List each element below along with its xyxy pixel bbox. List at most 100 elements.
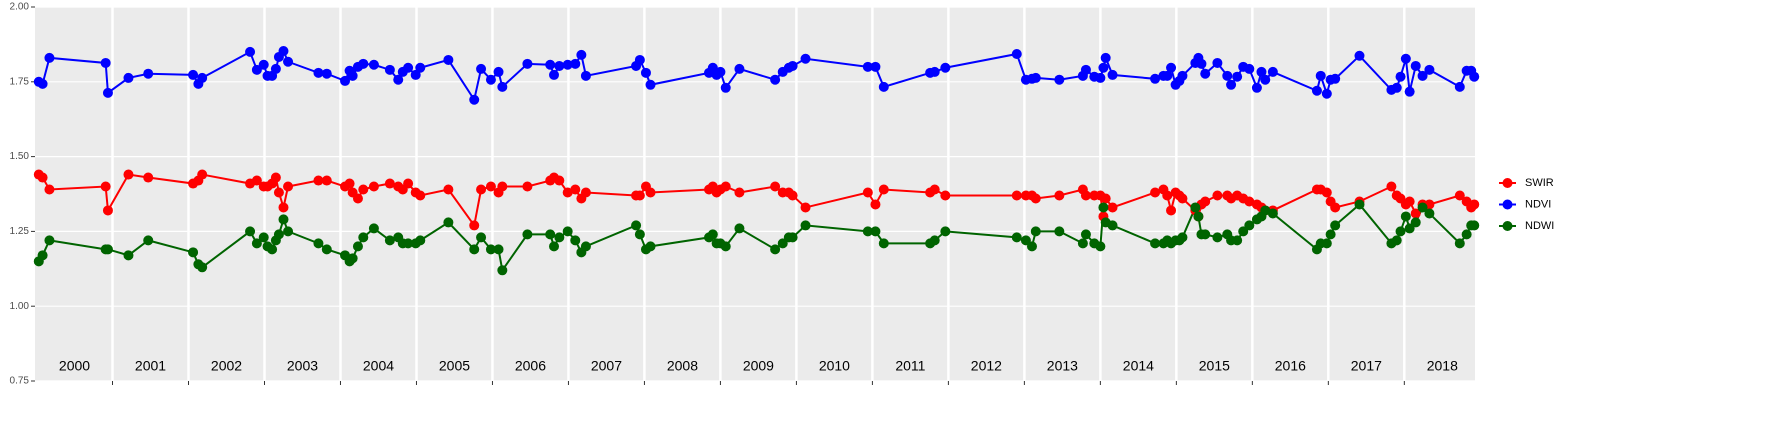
year-label: 2001 [135, 358, 166, 374]
point [562, 187, 573, 198]
point [1080, 229, 1091, 240]
point [940, 226, 951, 237]
point [283, 181, 294, 192]
point [1260, 74, 1271, 85]
point [1469, 199, 1480, 210]
point [1404, 196, 1415, 207]
point [634, 54, 645, 65]
point [476, 232, 487, 243]
point [929, 184, 940, 195]
point [497, 265, 508, 276]
point [1200, 196, 1211, 207]
year-label: 2007 [591, 358, 622, 374]
point [251, 64, 262, 75]
point [1026, 241, 1037, 252]
year-label: 2003 [287, 358, 318, 374]
point [1011, 48, 1022, 59]
panel [35, 7, 1475, 381]
point [313, 238, 324, 249]
legend-label: NDVI [1525, 198, 1551, 210]
point [358, 184, 369, 195]
point [576, 49, 587, 60]
point [870, 61, 881, 72]
point [443, 217, 454, 228]
legend-label: SWIR [1525, 177, 1554, 189]
point [1030, 226, 1041, 237]
point [1150, 73, 1161, 84]
point [368, 59, 379, 70]
point [1410, 208, 1421, 219]
point [37, 78, 48, 89]
point [1395, 226, 1406, 237]
point [100, 181, 111, 192]
point [1177, 70, 1188, 81]
point [1098, 62, 1109, 73]
point [1095, 241, 1106, 252]
point [562, 59, 573, 70]
point [770, 244, 781, 255]
point [258, 59, 269, 70]
point [485, 244, 496, 255]
point [415, 190, 426, 201]
point [787, 190, 798, 201]
point [497, 181, 508, 192]
point [1212, 190, 1223, 201]
point [368, 223, 379, 234]
point [929, 66, 940, 77]
point [1030, 72, 1041, 83]
point [554, 60, 565, 71]
y-tick-label: 1.75 [10, 76, 30, 87]
point [1232, 71, 1243, 82]
year-label: 2008 [667, 358, 698, 374]
point [634, 229, 645, 240]
point [645, 241, 656, 252]
point [878, 81, 889, 92]
point [1162, 190, 1173, 201]
point [1177, 193, 1188, 204]
year-label: 2009 [743, 358, 774, 374]
point [1200, 68, 1211, 79]
point [44, 235, 55, 246]
point [270, 172, 281, 183]
point [870, 226, 881, 237]
point [720, 82, 731, 93]
legend-point [1502, 178, 1513, 188]
point [313, 175, 324, 186]
point [368, 181, 379, 192]
point [1107, 202, 1118, 213]
point [497, 81, 508, 92]
point [251, 238, 262, 249]
point [403, 178, 414, 189]
point [270, 63, 281, 74]
point [1454, 238, 1465, 249]
point [1100, 52, 1111, 63]
point [1095, 72, 1106, 83]
point [1267, 208, 1278, 219]
point [1030, 193, 1041, 204]
point [1193, 211, 1204, 222]
point [1354, 199, 1365, 210]
point [1251, 82, 1262, 93]
point [1080, 190, 1091, 201]
point [258, 232, 269, 243]
point [770, 181, 781, 192]
point [1150, 238, 1161, 249]
point [1424, 208, 1435, 219]
point [570, 184, 581, 195]
point [403, 238, 414, 249]
point [1417, 202, 1428, 213]
point [940, 190, 951, 201]
point [44, 184, 55, 195]
point [1177, 232, 1188, 243]
point [273, 229, 284, 240]
year-label: 2004 [363, 358, 394, 374]
point [44, 52, 55, 63]
year-label: 2002 [211, 358, 242, 374]
point [1054, 226, 1065, 237]
point [1461, 229, 1472, 240]
point [1424, 64, 1435, 75]
point [522, 181, 533, 192]
point [102, 244, 113, 255]
point [940, 62, 951, 73]
year-label: 2014 [1123, 358, 1154, 374]
